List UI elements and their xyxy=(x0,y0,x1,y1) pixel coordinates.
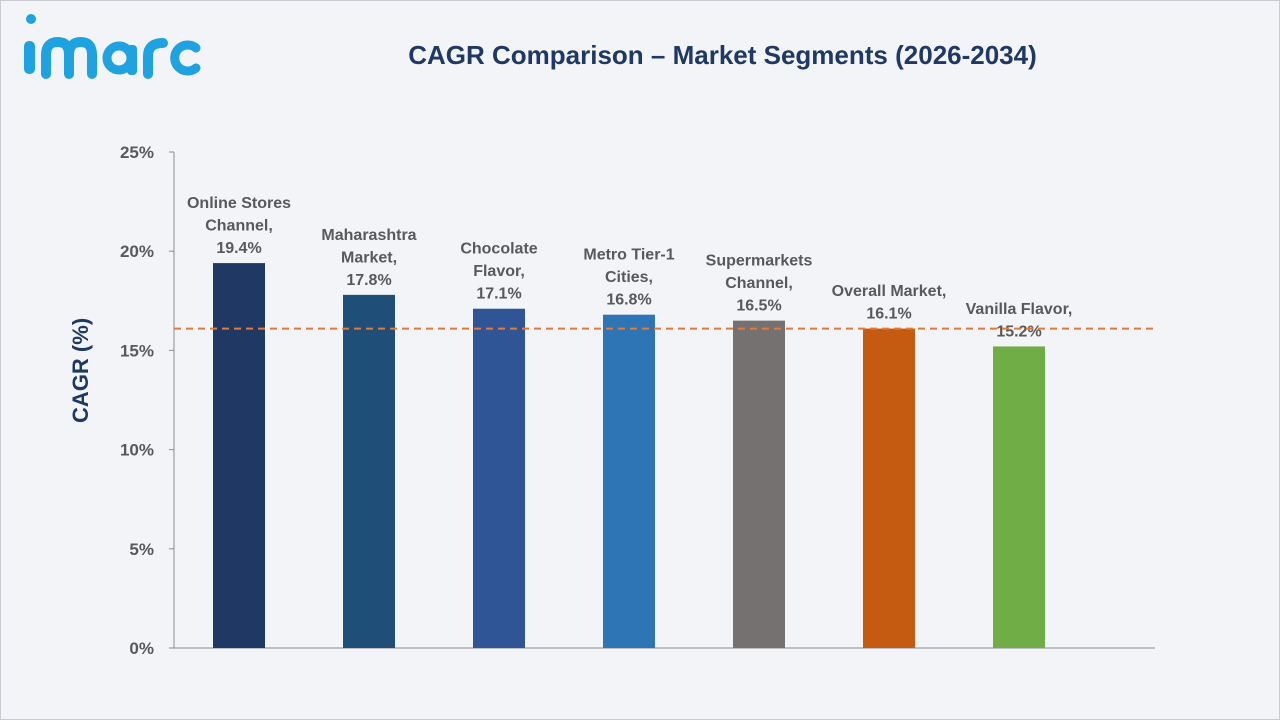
data-label: Supermarkets Channel, 16.5% xyxy=(706,253,813,315)
data-label: Online Stores Channel, 19.4% xyxy=(187,195,291,257)
bar xyxy=(213,263,265,648)
imarc-logo xyxy=(24,14,201,79)
data-label: Metro Tier-1 Cities, 16.8% xyxy=(583,247,674,309)
y-tick-label: 15% xyxy=(120,341,154,360)
bar xyxy=(473,308,525,648)
bar xyxy=(863,328,915,648)
y-tick-label: 0% xyxy=(129,639,154,658)
data-label: Chocolate Flavor, 17.1% xyxy=(460,241,537,303)
data-label: Overall Market, 16.1% xyxy=(832,283,947,323)
data-label: Maharashtra Market, 17.8% xyxy=(321,227,416,289)
data-label: Vanilla Flavor, 15.2% xyxy=(966,301,1073,341)
y-tick-label: 20% xyxy=(120,242,154,261)
bar xyxy=(733,320,785,648)
y-tick-label: 25% xyxy=(120,143,154,162)
y-tick-label: 5% xyxy=(129,540,154,559)
y-tick-label: 10% xyxy=(120,441,154,460)
y-axis-title: CAGR (%) xyxy=(68,318,93,423)
bar xyxy=(343,294,395,648)
bar xyxy=(603,314,655,648)
chart-title: CAGR Comparison – Market Segments (2026-… xyxy=(408,40,1037,70)
bar xyxy=(993,346,1045,648)
